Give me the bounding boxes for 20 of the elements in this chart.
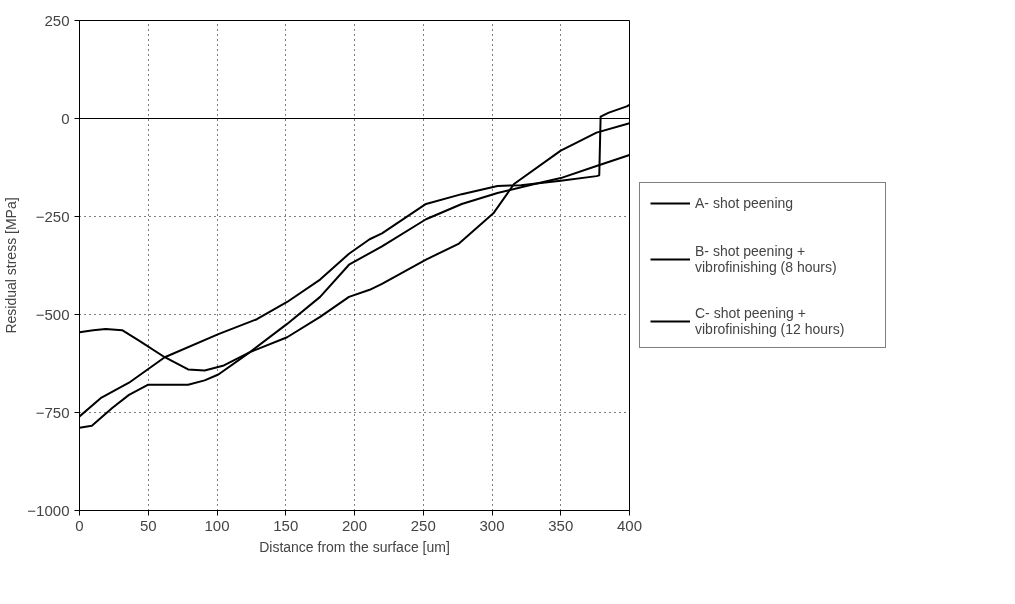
x-tick-label: 200: [341, 516, 368, 534]
legend-label: B- shot peening + vibrofinishing (8 hours): [695, 243, 838, 275]
legend-label: C- shot peening + vibrofinishing (12 hours): [695, 305, 846, 337]
y-tick-label: −750: [35, 403, 70, 421]
y-tick-label: 0: [61, 109, 70, 127]
x-tick-label: 350: [548, 516, 574, 534]
x-tick-label: 50: [139, 516, 157, 534]
x-tick-label: 100: [204, 516, 230, 534]
y-axis-title: Residual stress [MPa]: [3, 197, 20, 334]
y-tick-label: −1000: [27, 501, 70, 519]
x-axis-title: Distance from the surface [um]: [259, 538, 450, 555]
x-tick-label: 400: [616, 516, 643, 534]
y-tick-label: −250: [35, 207, 70, 225]
y-tick-label: −500: [35, 305, 70, 323]
y-tick-label: 250: [44, 11, 70, 29]
x-tick-label: 300: [479, 516, 505, 534]
x-tick-label: 0: [75, 516, 84, 534]
x-tick-label: 250: [410, 516, 436, 534]
legend-label: A- shot peening: [695, 195, 795, 211]
x-tick-label: 150: [273, 516, 299, 534]
